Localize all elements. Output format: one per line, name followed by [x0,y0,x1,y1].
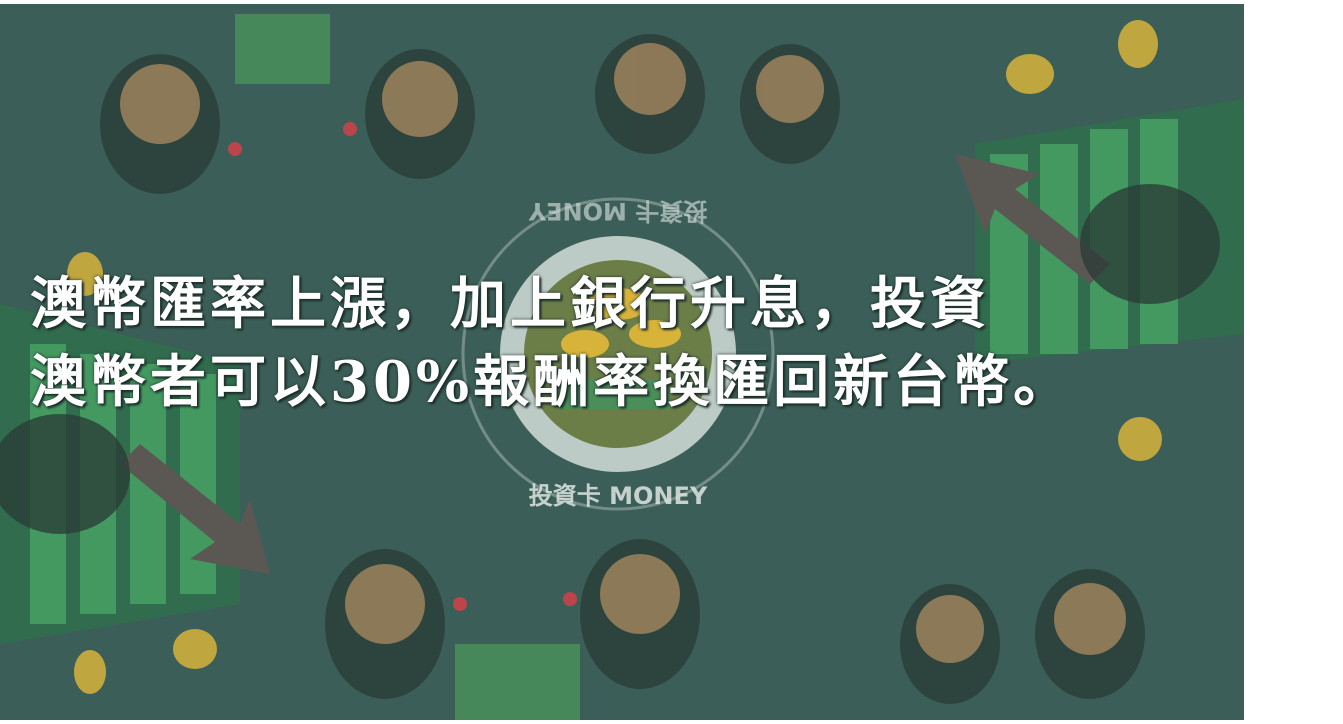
illustration-background: 投資卡 MONEY 投資卡 MONEY [0,14,1244,720]
seal-logo [461,197,775,511]
seal-text-top: 投資卡 MONEY [528,197,707,225]
people-bottom [325,539,1145,704]
caption-line-1: 澳幣匯率上漲，加上銀行升息，投資 [30,271,990,337]
money-stacks [235,14,580,720]
caption: 澳幣匯率上漲，加上銀行升息，投資 澳幣者可以30%報酬率換匯回新台幣。 [30,265,1260,421]
seal-text-bottom: 投資卡 MONEY [529,482,708,510]
banner-image: 投資卡 MONEY 投資卡 MONEY [0,4,1244,720]
caption-line-2: 澳幣者可以30%報酬率換匯回新台幣。 [30,349,1074,415]
coins [67,20,1162,694]
